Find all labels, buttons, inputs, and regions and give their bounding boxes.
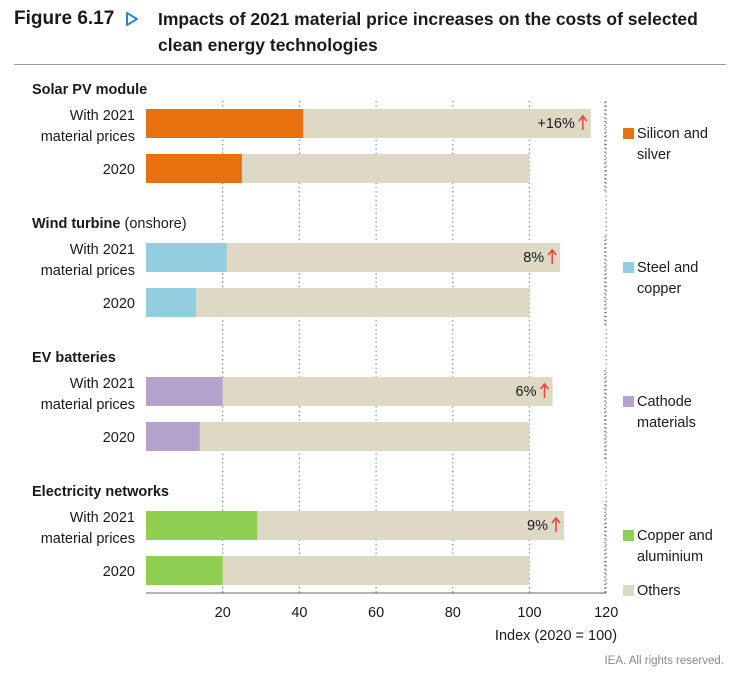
x-tick-label: 60 (368, 605, 384, 621)
bar-material (146, 556, 223, 585)
row-label: With 2021 (70, 376, 135, 392)
panel-title: Electricity networks (32, 484, 169, 500)
legend-swatch (623, 396, 634, 407)
bar-material (146, 422, 200, 451)
bar-material (146, 154, 242, 183)
up-arrow-icon (578, 114, 588, 130)
increase-label: +16% (537, 116, 575, 132)
panel-title: Wind turbine (onshore) (32, 216, 187, 232)
x-tick-label: 120 (594, 605, 618, 621)
row-label: 2020 (103, 430, 135, 446)
bar-material (146, 288, 196, 317)
row-label: material prices (41, 397, 135, 413)
legend-label-others: Others (637, 583, 681, 599)
row-label: 2020 (103, 296, 135, 312)
x-tick-label: 80 (445, 605, 461, 621)
legend-label: Silicon and (637, 126, 708, 142)
increase-label: 9% (527, 518, 548, 534)
row-label: With 2021 (70, 510, 135, 526)
legend-swatch (623, 262, 634, 273)
legend-label: aluminium (637, 549, 703, 565)
panel-title: EV batteries (32, 350, 116, 366)
stacked-bar-chart: Solar PV module With 2021 material prices 2… (32, 82, 713, 644)
legend-label: materials (637, 415, 696, 431)
row-label: 2020 (103, 564, 135, 580)
increase-label: 6% (516, 384, 537, 400)
play-arrow-icon (126, 12, 138, 26)
legend-label: Cathode (637, 394, 692, 410)
source-note: IEA. All rights reserved. (604, 655, 724, 667)
legend-label: Steel and (637, 260, 698, 276)
figure-title: Impacts of 2021 material price increases… (158, 9, 698, 55)
bar-others (146, 288, 530, 317)
panel-title: Solar PV module (32, 82, 147, 98)
row-label: With 2021 (70, 108, 135, 124)
bar-others (146, 422, 530, 451)
up-arrow-icon (539, 382, 550, 398)
row-label: With 2021 (70, 242, 135, 258)
up-arrow-icon (551, 516, 561, 532)
row-label: material prices (41, 129, 135, 145)
row-label: material prices (41, 531, 135, 547)
legend-label: Copper and (637, 528, 713, 544)
bar-material (146, 377, 223, 406)
increase-label: 8% (523, 250, 544, 266)
row-label: material prices (41, 263, 135, 279)
figure-number: Figure 6.17 (14, 8, 115, 29)
up-arrow-icon (547, 248, 557, 264)
x-tick-label: 20 (215, 605, 231, 621)
bar-material (146, 109, 304, 138)
legend-label: copper (637, 281, 682, 297)
legend-label: silver (637, 147, 671, 163)
bar-material (146, 243, 227, 272)
x-axis-title: Index (2020 = 100) (495, 628, 617, 644)
legend-swatch (623, 530, 634, 541)
row-label: 2020 (103, 162, 135, 178)
legend-swatch (623, 128, 634, 139)
x-tick-label: 100 (517, 605, 541, 621)
x-tick-label: 40 (291, 605, 307, 621)
bar-material (146, 511, 258, 540)
legend-swatch-others (623, 585, 634, 596)
title-divider (14, 64, 726, 65)
